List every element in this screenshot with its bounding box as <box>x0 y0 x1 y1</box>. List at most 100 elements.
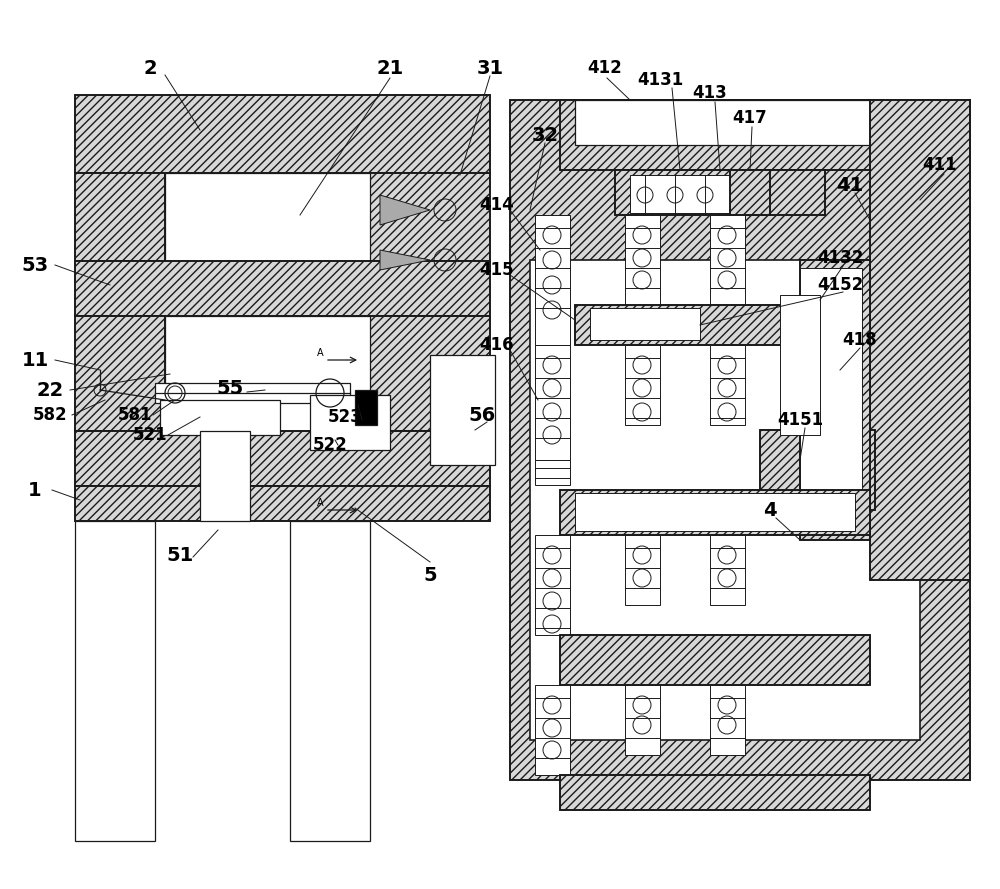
Bar <box>730 170 770 215</box>
Bar <box>75 173 165 261</box>
Text: 51: 51 <box>166 546 194 565</box>
Bar <box>75 95 490 173</box>
Text: 582: 582 <box>33 406 67 424</box>
Bar <box>535 685 570 775</box>
Bar <box>710 685 745 755</box>
Text: 21: 21 <box>376 59 404 77</box>
Text: 56: 56 <box>468 405 496 425</box>
Bar <box>710 535 745 605</box>
Text: 523: 523 <box>328 408 362 426</box>
Bar <box>560 100 900 170</box>
Bar <box>165 173 370 261</box>
Bar <box>155 383 350 403</box>
Text: 22: 22 <box>36 380 64 399</box>
Bar <box>370 173 490 261</box>
Bar <box>560 775 870 810</box>
Bar <box>560 490 870 535</box>
Polygon shape <box>380 250 430 270</box>
Text: 32: 32 <box>531 125 559 145</box>
Bar <box>800 260 870 540</box>
Bar <box>575 305 790 345</box>
Bar <box>165 316 370 431</box>
Bar <box>870 100 970 580</box>
Bar <box>200 431 250 521</box>
Bar <box>355 390 377 425</box>
Bar <box>625 215 660 305</box>
Text: 412: 412 <box>588 59 622 77</box>
Bar <box>760 430 875 510</box>
Bar <box>310 395 390 450</box>
Bar <box>535 460 570 485</box>
Bar <box>290 521 370 841</box>
Text: 4131: 4131 <box>637 71 683 89</box>
Bar <box>75 431 490 486</box>
Text: 31: 31 <box>476 59 504 77</box>
Bar <box>75 521 155 841</box>
Bar <box>370 316 490 431</box>
Bar <box>575 493 855 531</box>
Bar <box>615 170 825 215</box>
Text: 581: 581 <box>118 406 152 424</box>
Text: 1: 1 <box>28 480 42 500</box>
Text: 5: 5 <box>423 565 437 584</box>
Bar <box>430 355 495 465</box>
Bar <box>370 173 490 261</box>
Text: 4: 4 <box>763 501 777 519</box>
Text: 416: 416 <box>480 336 514 354</box>
Bar <box>590 308 700 340</box>
Bar <box>575 305 790 345</box>
Text: 11: 11 <box>21 350 49 370</box>
Text: 413: 413 <box>693 84 727 102</box>
Bar <box>800 260 870 540</box>
Bar <box>75 316 165 431</box>
Bar <box>625 535 660 605</box>
Bar <box>730 170 770 215</box>
Bar <box>625 685 660 755</box>
Bar <box>75 95 490 173</box>
Bar <box>560 635 870 685</box>
Bar <box>535 215 570 345</box>
Bar <box>510 100 970 780</box>
Bar <box>615 170 825 215</box>
Bar <box>75 261 490 316</box>
Bar <box>630 175 730 213</box>
Text: 417: 417 <box>733 109 767 127</box>
Text: 41: 41 <box>836 175 864 195</box>
Text: 4152: 4152 <box>817 276 863 294</box>
Text: 522: 522 <box>313 436 347 454</box>
Bar <box>560 775 870 810</box>
Bar <box>535 345 570 460</box>
Bar <box>75 316 165 431</box>
Bar <box>710 345 745 425</box>
Bar <box>800 268 862 533</box>
Bar <box>75 173 165 261</box>
Bar <box>75 431 490 486</box>
Text: 411: 411 <box>923 156 957 174</box>
Bar <box>75 261 490 316</box>
Bar <box>870 100 970 580</box>
Bar <box>625 345 660 425</box>
Bar <box>575 100 885 145</box>
Bar <box>370 316 490 431</box>
Text: 2: 2 <box>143 59 157 77</box>
Text: 55: 55 <box>216 379 244 397</box>
Text: 4151: 4151 <box>777 411 823 429</box>
Bar <box>560 635 870 685</box>
Text: A: A <box>317 348 323 358</box>
Bar <box>75 486 490 521</box>
Text: 418: 418 <box>843 331 877 349</box>
Bar <box>535 535 570 635</box>
Bar <box>560 100 900 170</box>
Polygon shape <box>380 195 430 225</box>
Bar <box>760 430 875 510</box>
Text: 53: 53 <box>21 255 49 275</box>
Text: 4132: 4132 <box>817 249 863 267</box>
Text: 415: 415 <box>480 261 514 279</box>
Bar <box>160 400 280 435</box>
Text: A: A <box>317 498 323 508</box>
Bar <box>710 215 745 305</box>
Bar <box>75 486 490 521</box>
Text: 521: 521 <box>133 426 167 444</box>
Text: 414: 414 <box>480 196 514 214</box>
Bar <box>530 260 920 740</box>
